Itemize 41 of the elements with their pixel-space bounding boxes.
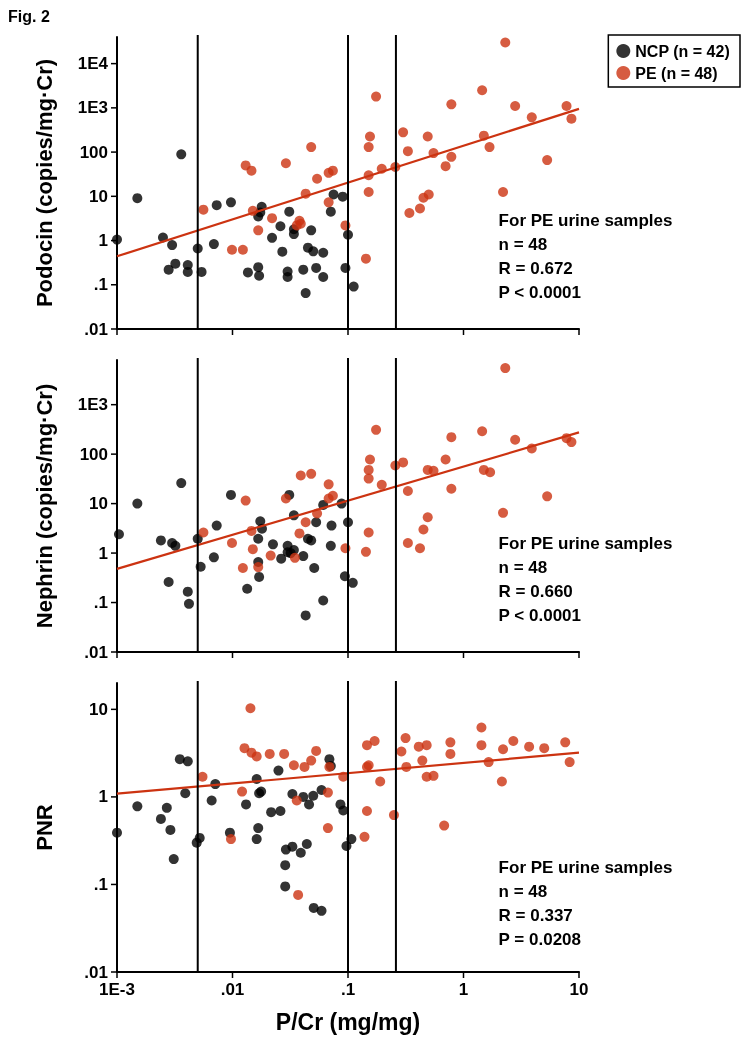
annotation: R = 0.660 xyxy=(498,582,573,602)
y-tick-label: .01 xyxy=(84,319,108,339)
y-tick-label: .1 xyxy=(93,874,108,894)
y-tick-label: .01 xyxy=(84,642,108,662)
y-axis-title: PNR xyxy=(31,804,57,851)
y-axis-title: Podocin (copies/mg·Cr) xyxy=(31,58,57,308)
annotation: For PE urine samples xyxy=(498,858,673,878)
y-tick-label: 100 xyxy=(79,444,108,464)
annotation: n = 48 xyxy=(498,235,548,255)
annotation: For PE urine samples xyxy=(498,534,673,554)
x-tick-label: 1E-3 xyxy=(99,980,135,999)
annotation: n = 48 xyxy=(498,558,548,578)
y-tick-label: 100 xyxy=(79,142,108,162)
y-tick-label: 10 xyxy=(89,699,108,719)
legend-label: NCP (n = 42) xyxy=(635,42,730,60)
y-tick-label: 1 xyxy=(98,543,108,563)
chart-title: Fig. 2 xyxy=(8,7,50,25)
y-tick-label: 10 xyxy=(89,186,108,206)
annotation: P < 0.0001 xyxy=(498,606,582,626)
y-tick-label: .1 xyxy=(93,593,108,613)
y-tick-label: .1 xyxy=(93,275,108,295)
x-tick-label: .01 xyxy=(220,980,245,999)
annotation: n = 48 xyxy=(498,882,548,902)
annotation: P < 0.0001 xyxy=(498,283,582,303)
legend-label: PE (n = 48) xyxy=(635,64,718,82)
y-tick-label: 1E3 xyxy=(77,98,108,118)
y-tick-label: 1 xyxy=(98,787,108,807)
y-tick-label: .01 xyxy=(84,962,108,982)
annotation: R = 0.337 xyxy=(498,906,573,926)
y-tick-label: 10 xyxy=(89,494,108,514)
annotation: R = 0.672 xyxy=(498,259,573,279)
x-axis-title: P/Cr (mg/mg) xyxy=(275,1008,421,1035)
y-tick-label: 1 xyxy=(98,231,108,251)
annotation: P = 0.0208 xyxy=(498,930,582,950)
y-tick-label: 1E4 xyxy=(77,54,109,74)
x-tick-label: 10 xyxy=(569,980,589,999)
y-axis-title: Nephrin (copies/mg·Cr) xyxy=(31,383,57,629)
x-tick-label: 1 xyxy=(458,980,469,999)
annotation: For PE urine samples xyxy=(498,211,673,231)
y-tick-label: 1E3 xyxy=(77,395,108,415)
x-tick-label: .1 xyxy=(340,980,356,999)
